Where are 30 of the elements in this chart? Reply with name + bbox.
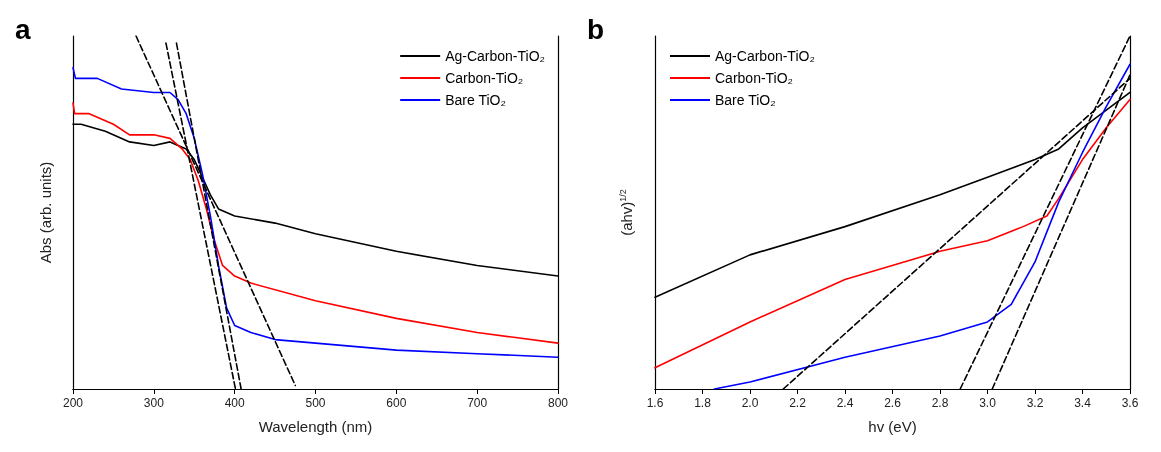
y-axis-title: (ahv)1/2 — [617, 189, 635, 236]
legend-label: Bare TiO₂ — [445, 92, 506, 108]
x-tick-label: 300 — [143, 396, 165, 410]
legend-label: Bare TiO₂ — [715, 92, 776, 108]
x-tick-label: 500 — [305, 396, 326, 410]
x-tick-label: 3.0 — [979, 396, 997, 410]
x-tick-label: 600 — [386, 396, 407, 410]
x-tick-label: 3.4 — [1074, 396, 1092, 410]
legend-label: Carbon-TiO₂ — [445, 70, 524, 86]
x-tick-label: 700 — [467, 396, 488, 410]
x-tick-label: 3.6 — [1121, 396, 1139, 410]
legend-label: Carbon-TiO₂ — [715, 70, 794, 86]
legend-label: Ag-Carbon-TiO₂ — [715, 48, 815, 64]
x-tick-label: 2.8 — [931, 396, 949, 410]
chart-title: b — [587, 13, 605, 45]
x-tick-label: 3.2 — [1026, 396, 1044, 410]
x-tick-label: 1.8 — [694, 396, 712, 410]
x-tick-label: 2.2 — [789, 396, 807, 410]
legend-label: Ag-Carbon-TiO₂ — [445, 48, 546, 64]
x-tick-label: 1.6 — [646, 396, 664, 410]
x-tick-label: 2.0 — [741, 396, 759, 410]
x-tick-label: 400 — [224, 396, 245, 410]
x-axis-title: Wavelength (nm) — [258, 418, 373, 435]
x-tick-label: 2.6 — [884, 396, 902, 410]
x-tick-label: 2.4 — [836, 396, 854, 410]
x-tick-label: 800 — [547, 396, 569, 410]
y-axis-title: Abs (arb. units) — [37, 161, 54, 264]
x-tick-label: 200 — [62, 396, 84, 410]
x-axis-title: hv (eV) — [868, 418, 917, 435]
chart-title: a — [15, 13, 31, 45]
